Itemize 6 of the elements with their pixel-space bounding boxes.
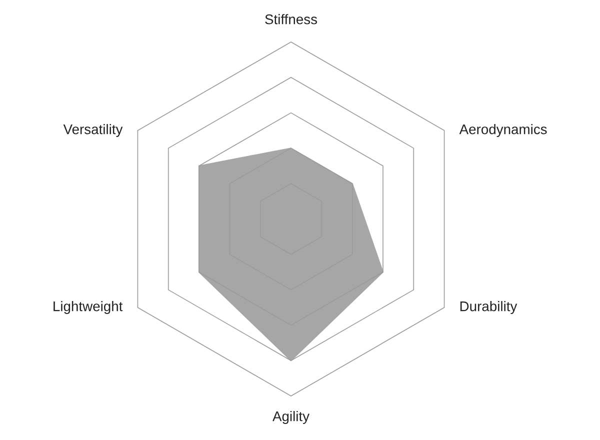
spoke-label: Versatility [63,124,123,137]
spoke-label: Stiffness [265,14,318,24]
spoke-label: Aerodynamics [459,124,547,137]
spoke-label: Durability [460,301,518,314]
spoke-label: Lightweight [54,301,123,314]
spoke-label: Agility [272,411,310,424]
